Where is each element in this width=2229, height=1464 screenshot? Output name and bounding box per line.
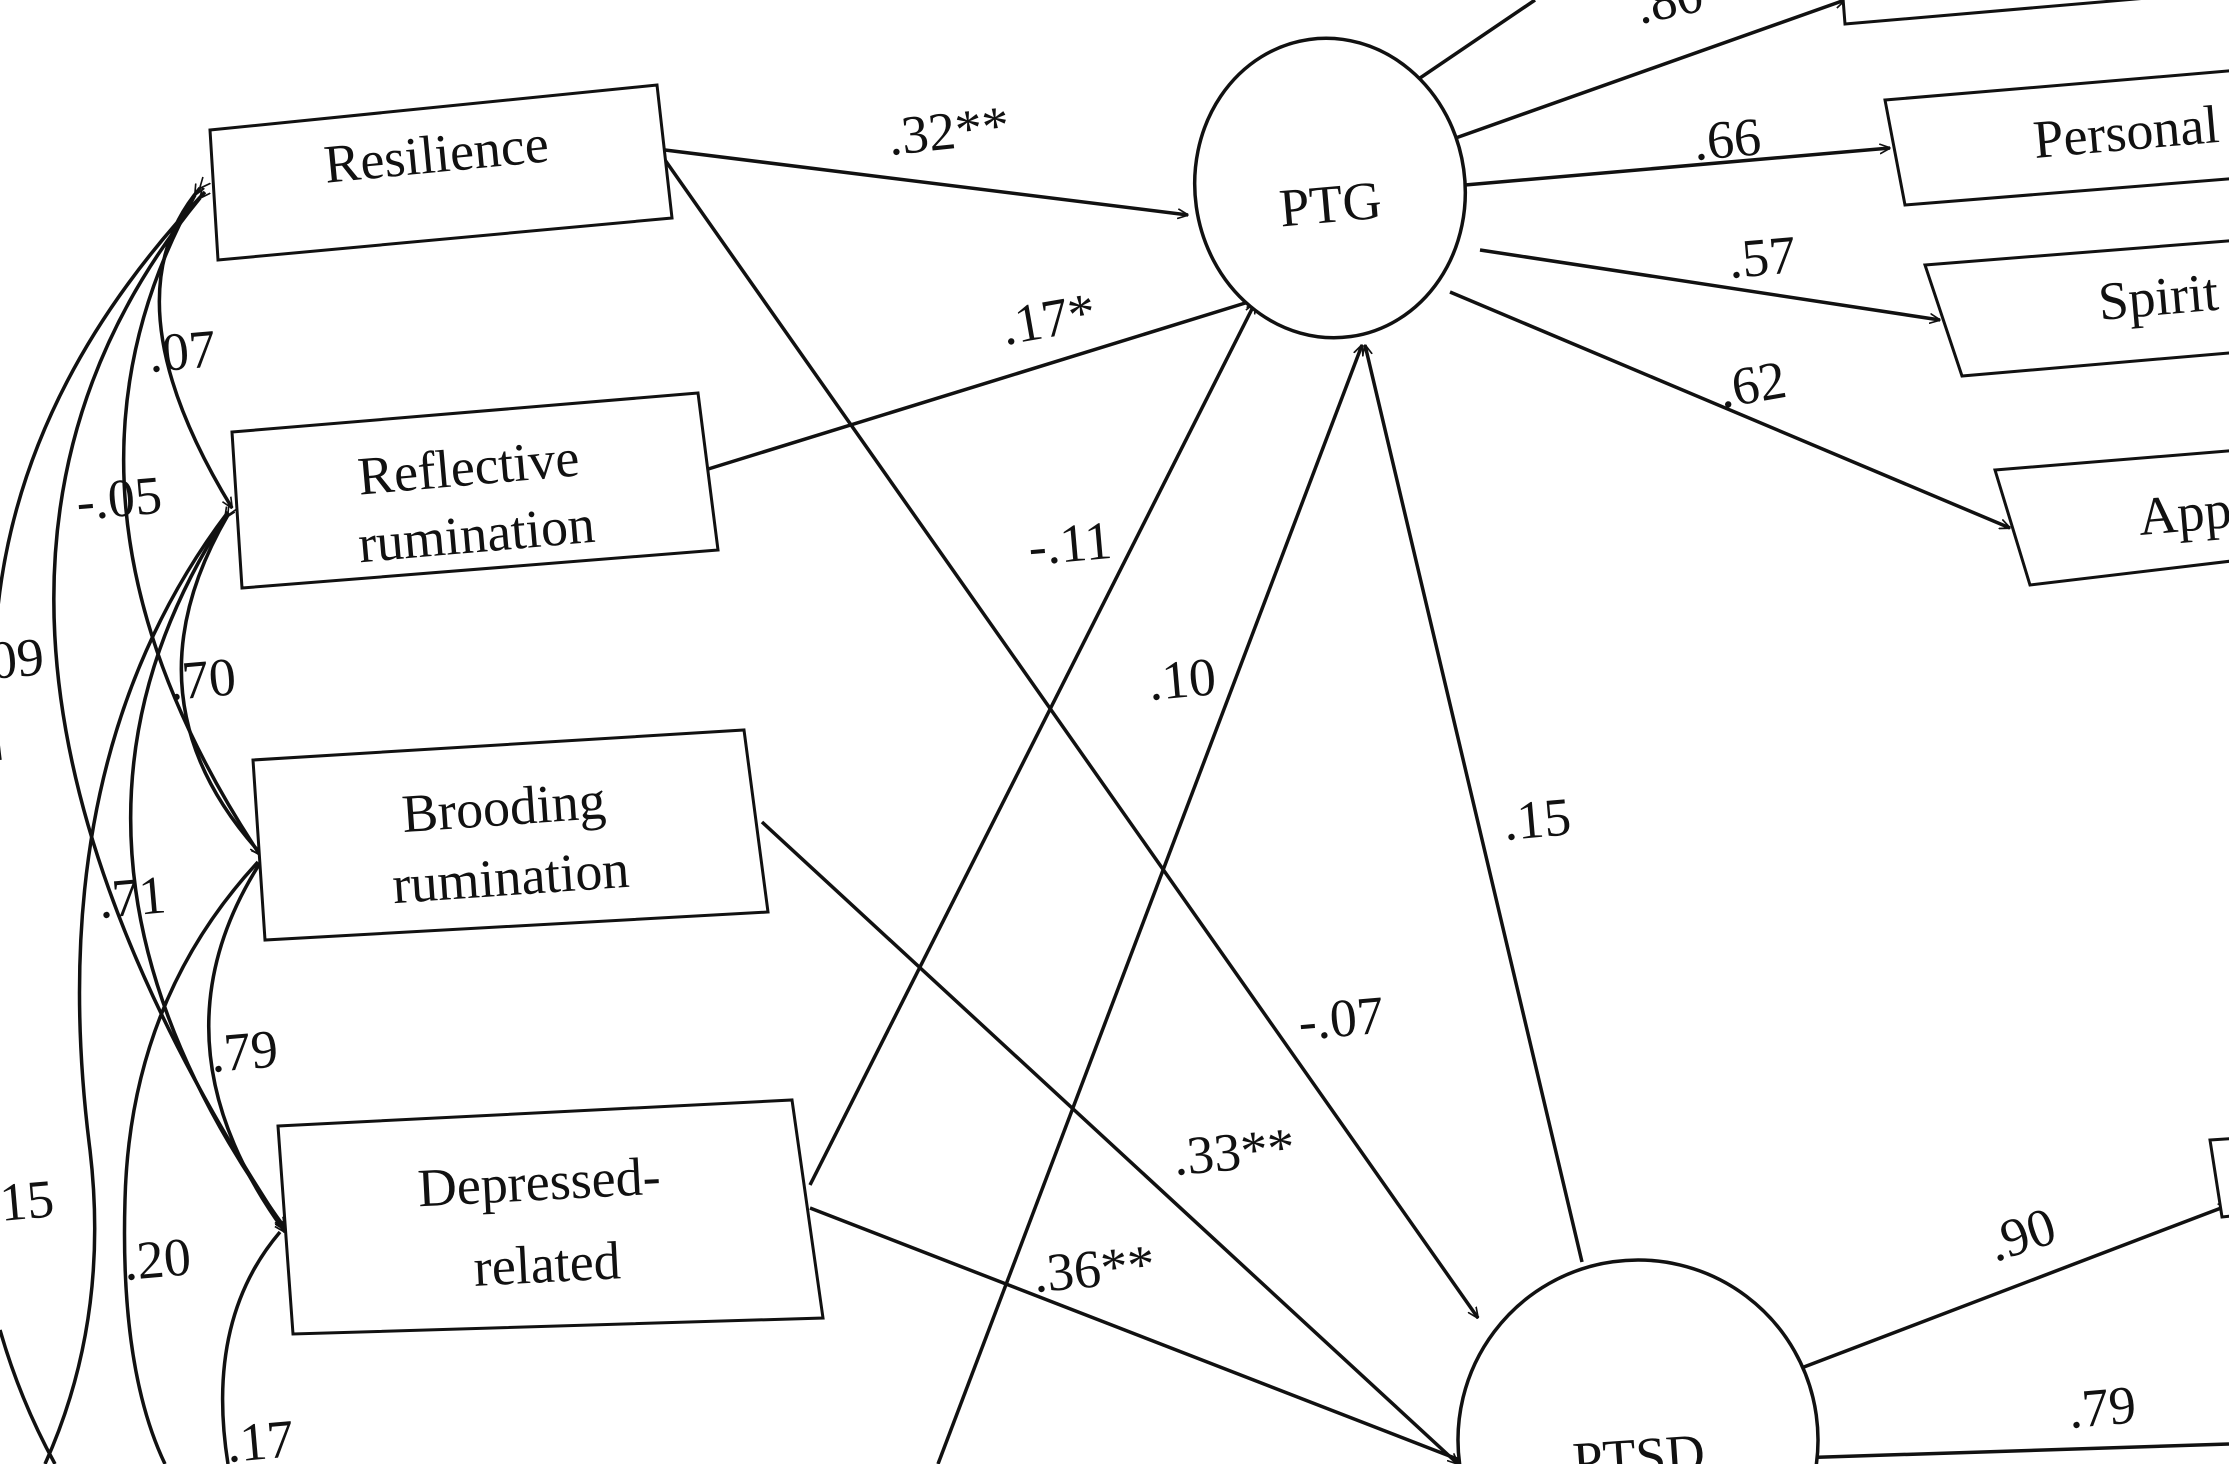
node-ptg-label: PTG: [1277, 170, 1384, 239]
path-brooding-ptsd: [760, 820, 1458, 1464]
coef-ptg-appreciation: .62: [1714, 349, 1791, 420]
path-lower-ptg: [936, 345, 1362, 1464]
path-ptsd-out2: [1794, 1442, 2229, 1460]
corr-label-ref-bro: .70: [166, 646, 238, 712]
path-ptg-top: [1449, 0, 1845, 142]
corr-brooding-offscreen: [122, 860, 260, 1464]
node-appreciation: App: [1993, 449, 2229, 587]
path-ptg-appreciation: [1449, 290, 2010, 530]
node-ptg: PTG: [1192, 36, 1468, 340]
corr-left-offscreen-a: [0, 1329, 57, 1464]
coef-ptsd-ptg: .15: [1501, 786, 1573, 852]
node-appreciation-label: App: [2136, 479, 2229, 547]
node-ptsd-label: PTSD: [1571, 1423, 1707, 1464]
path-depressed-ptg: [808, 303, 1257, 1186]
coef-dep-ptg: -.11: [1026, 510, 1114, 577]
corr-label-bro-x: .20: [121, 1226, 193, 1292]
node-ptsd-indicator: [2208, 1137, 2229, 1219]
node-top-indicator: [1841, 0, 2142, 26]
corr-label-dep-x: .17: [224, 1408, 296, 1464]
coef-ptg-spiritual: .57: [1726, 224, 1798, 290]
corr-resilience-depressed: [52, 198, 287, 1230]
path-ptsd-out1: [1774, 1205, 2229, 1380]
corr-reflective-offscreen: [43, 510, 230, 1464]
coef-res-ptsd: -.07: [1296, 985, 1386, 1052]
corr-reflective-depressed: [128, 518, 285, 1228]
corr-label-bro-dep: .79: [208, 1018, 280, 1084]
node-spiritual-label: Spirit: [2096, 262, 2221, 332]
path-ptg-spiritual: [1479, 248, 1940, 320]
coef-bro-ptsd: .33**: [1171, 1117, 1297, 1187]
coef-dep-ptsd: .36**: [1031, 1234, 1157, 1304]
coef-ptsd-out2: .79: [2066, 1374, 2138, 1440]
corr-brooding-depressed: [207, 860, 285, 1232]
node-spiritual: Spirit: [1922, 239, 2229, 378]
path-depressed-ptsd: [809, 1206, 1465, 1462]
node-depressed-label-2: related: [472, 1230, 622, 1298]
corr-label-res-bro: -.05: [74, 465, 164, 532]
corr-label-ref-x: .15: [0, 1168, 56, 1234]
path-reflective-ptg: [704, 300, 1255, 472]
node-reflective: Reflective rumination: [230, 391, 720, 590]
coef-low-ptg: .10: [1146, 646, 1218, 712]
corr-label-res-ref: .07: [146, 318, 218, 384]
path-ptg-personal: [1464, 148, 1890, 187]
path-resilience-ptg: [664, 148, 1188, 215]
path-resilience-ptsd: [663, 158, 1478, 1318]
node-brooding-label-1: Brooding: [400, 770, 608, 844]
coef-res-ptg: .32**: [885, 95, 1012, 167]
path-ptsd-ptg: [1365, 345, 1584, 1263]
node-resilience: Resilience: [208, 83, 674, 262]
corr-resilience-offscreen: [0, 190, 207, 760]
node-brooding: Brooding rumination: [251, 728, 770, 942]
node-depressed-label-1: Depressed-: [416, 1146, 662, 1219]
node-personal: Personal: [1883, 69, 2229, 207]
coef-ptsd-out1: .90: [1980, 1195, 2063, 1273]
coef-ref-ptg: .17*: [997, 281, 1100, 356]
corr-label-ref-dep: .71: [96, 864, 168, 930]
coef-ptg-top: .80: [1630, 0, 1708, 36]
coef-ptg-personal: .66: [1691, 106, 1763, 172]
node-depressed: Depressed- related: [276, 1098, 825, 1336]
corr-depressed-offscreen: [220, 1230, 282, 1464]
node-ptsd: PTSD: [1456, 1258, 1820, 1464]
corr-label-res-x: .09: [0, 626, 46, 692]
